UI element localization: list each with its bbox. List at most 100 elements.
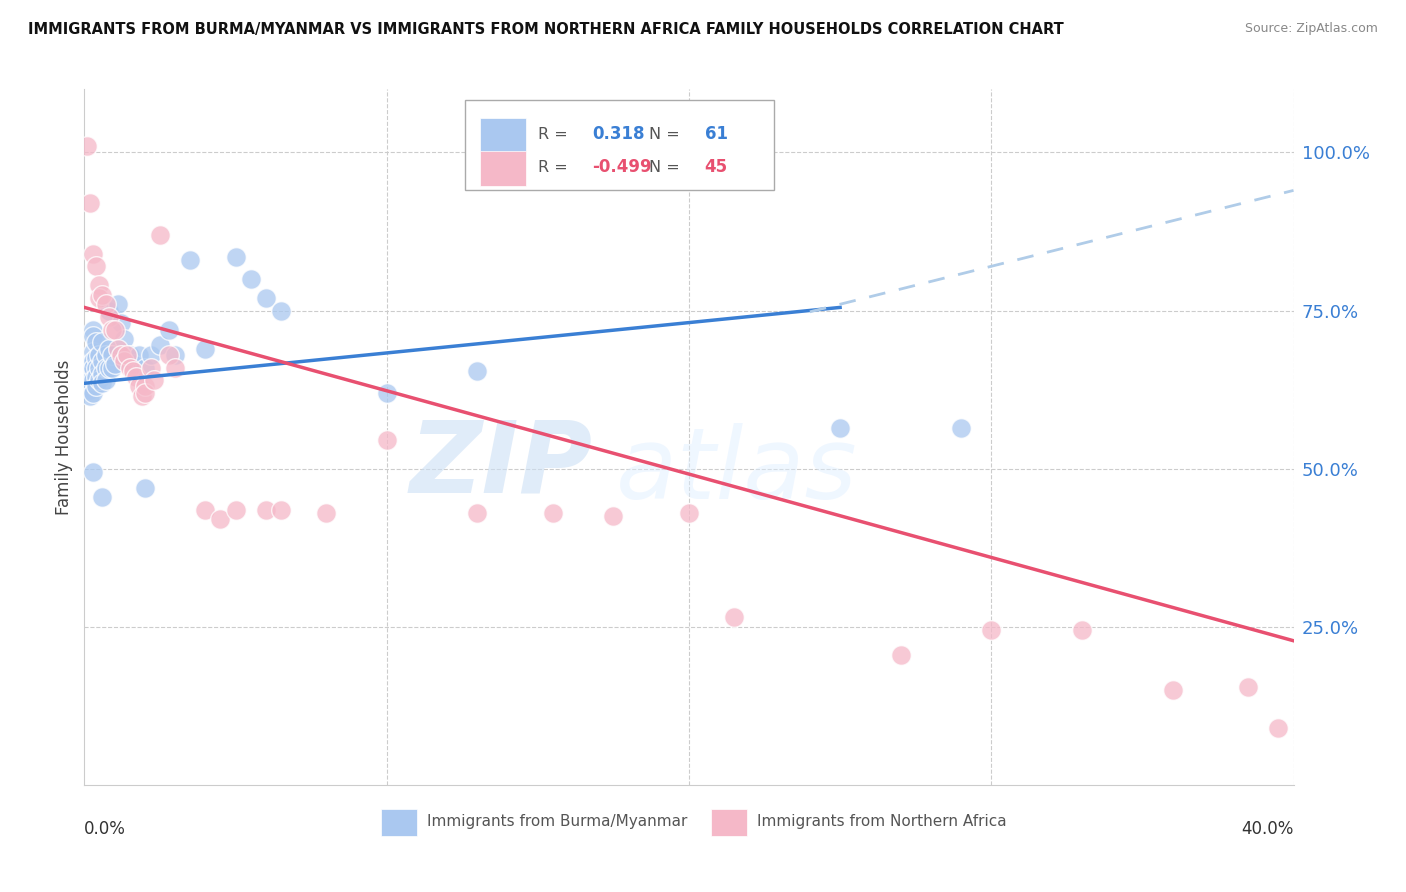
Text: 45: 45	[704, 158, 728, 176]
Point	[1237, 680, 1260, 694]
Point	[115, 348, 138, 362]
Point	[91, 287, 114, 301]
Point	[112, 332, 135, 346]
Point	[110, 316, 132, 330]
Point	[82, 465, 104, 479]
Point	[82, 354, 104, 368]
Point	[110, 348, 132, 362]
Point	[209, 512, 232, 526]
Point	[82, 385, 104, 400]
Text: Immigrants from Northern Africa: Immigrants from Northern Africa	[756, 814, 1007, 830]
Point	[82, 344, 104, 359]
Point	[89, 348, 111, 362]
Text: 0.318: 0.318	[592, 126, 645, 144]
Point	[104, 357, 127, 371]
Point	[86, 379, 108, 393]
Text: ZIP: ZIP	[409, 417, 592, 514]
Y-axis label: Family Households: Family Households	[55, 359, 73, 515]
Point	[157, 322, 180, 336]
Point	[128, 348, 150, 362]
Point	[830, 420, 852, 434]
Point	[467, 364, 489, 378]
Bar	[465, 100, 773, 190]
Point	[142, 373, 165, 387]
Point	[678, 506, 700, 520]
Point	[950, 420, 973, 434]
Point	[79, 389, 101, 403]
Point	[86, 351, 108, 365]
Point	[125, 370, 148, 384]
Text: Immigrants from Burma/Myanmar: Immigrants from Burma/Myanmar	[426, 814, 688, 830]
Text: 61: 61	[704, 126, 728, 144]
Text: 0.0%: 0.0%	[84, 820, 127, 838]
Point	[118, 348, 141, 362]
Point	[100, 322, 122, 336]
Point	[76, 364, 98, 378]
Point	[239, 272, 262, 286]
Point	[86, 260, 108, 274]
Point	[100, 360, 122, 375]
Text: N =: N =	[650, 127, 685, 142]
Point	[1161, 683, 1184, 698]
Text: -0.499: -0.499	[592, 158, 652, 176]
Point	[94, 297, 117, 311]
Point	[86, 335, 108, 350]
Text: 40.0%: 40.0%	[1241, 820, 1294, 838]
Point	[89, 373, 111, 387]
Point	[82, 246, 104, 260]
Point	[134, 481, 156, 495]
Point	[104, 322, 127, 336]
Point	[91, 490, 114, 504]
Point	[467, 506, 489, 520]
Point	[86, 370, 108, 384]
Point	[89, 291, 111, 305]
Point	[107, 342, 129, 356]
Point	[134, 360, 156, 375]
Bar	[381, 809, 418, 836]
Point	[76, 373, 98, 387]
Point	[315, 506, 337, 520]
Point	[270, 503, 292, 517]
Point	[194, 342, 217, 356]
Point	[91, 367, 114, 381]
Point	[149, 227, 172, 242]
Point	[94, 360, 117, 375]
Point	[121, 357, 143, 371]
Text: R =: R =	[538, 127, 572, 142]
Text: IMMIGRANTS FROM BURMA/MYANMAR VS IMMIGRANTS FROM NORTHERN AFRICA FAMILY HOUSEHOL: IMMIGRANTS FROM BURMA/MYANMAR VS IMMIGRA…	[28, 22, 1064, 37]
Point	[79, 357, 101, 371]
Point	[97, 303, 120, 318]
Point	[890, 648, 912, 663]
Point	[94, 373, 117, 387]
Point	[134, 379, 156, 393]
Point	[179, 252, 201, 267]
Point	[1071, 623, 1094, 637]
Point	[149, 338, 172, 352]
Point	[100, 348, 122, 362]
Point	[79, 367, 101, 381]
Bar	[479, 151, 526, 186]
Point	[980, 623, 1002, 637]
Point	[541, 506, 564, 520]
Point	[82, 373, 104, 387]
Point	[82, 360, 104, 375]
Point	[157, 348, 180, 362]
Point	[139, 348, 162, 362]
Point	[375, 434, 398, 448]
Point	[86, 360, 108, 375]
Point	[134, 385, 156, 400]
Point	[375, 385, 398, 400]
Point	[94, 348, 117, 362]
Point	[91, 376, 114, 391]
Point	[82, 322, 104, 336]
Point	[79, 196, 101, 211]
Point	[254, 503, 277, 517]
Point	[89, 278, 111, 293]
Point	[194, 503, 217, 517]
Point	[723, 610, 745, 624]
Point	[91, 354, 114, 368]
Point	[97, 342, 120, 356]
Point	[79, 375, 101, 389]
Point	[76, 360, 98, 375]
Text: R =: R =	[538, 160, 572, 175]
